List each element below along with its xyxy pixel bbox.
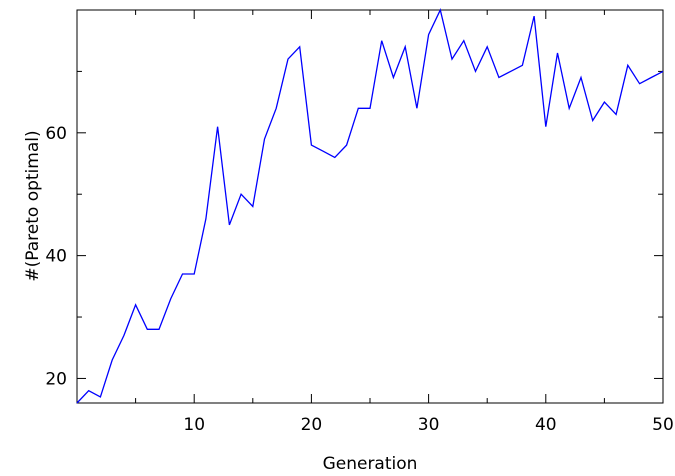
x-tick-label: 40 (535, 415, 557, 435)
x-tick-label: 20 (301, 415, 323, 435)
y-tick-label: 20 (45, 369, 67, 389)
x-tick-label: 10 (183, 415, 205, 435)
x-tick-label: 50 (652, 415, 674, 435)
plot-frame (76, 9, 664, 404)
y-axis-label: #(Pareto optimal) (23, 130, 43, 281)
series-line-pareto-optimal (76, 8, 664, 404)
tick-labels: 10 20 30 40 50 20 40 60 (45, 124, 673, 435)
axis-ticks (77, 9, 664, 403)
x-tick-label: 30 (418, 415, 440, 435)
y-tick-label: 40 (45, 247, 67, 267)
x-axis-label: Generation (323, 454, 418, 474)
y-tick-label: 60 (45, 124, 67, 144)
